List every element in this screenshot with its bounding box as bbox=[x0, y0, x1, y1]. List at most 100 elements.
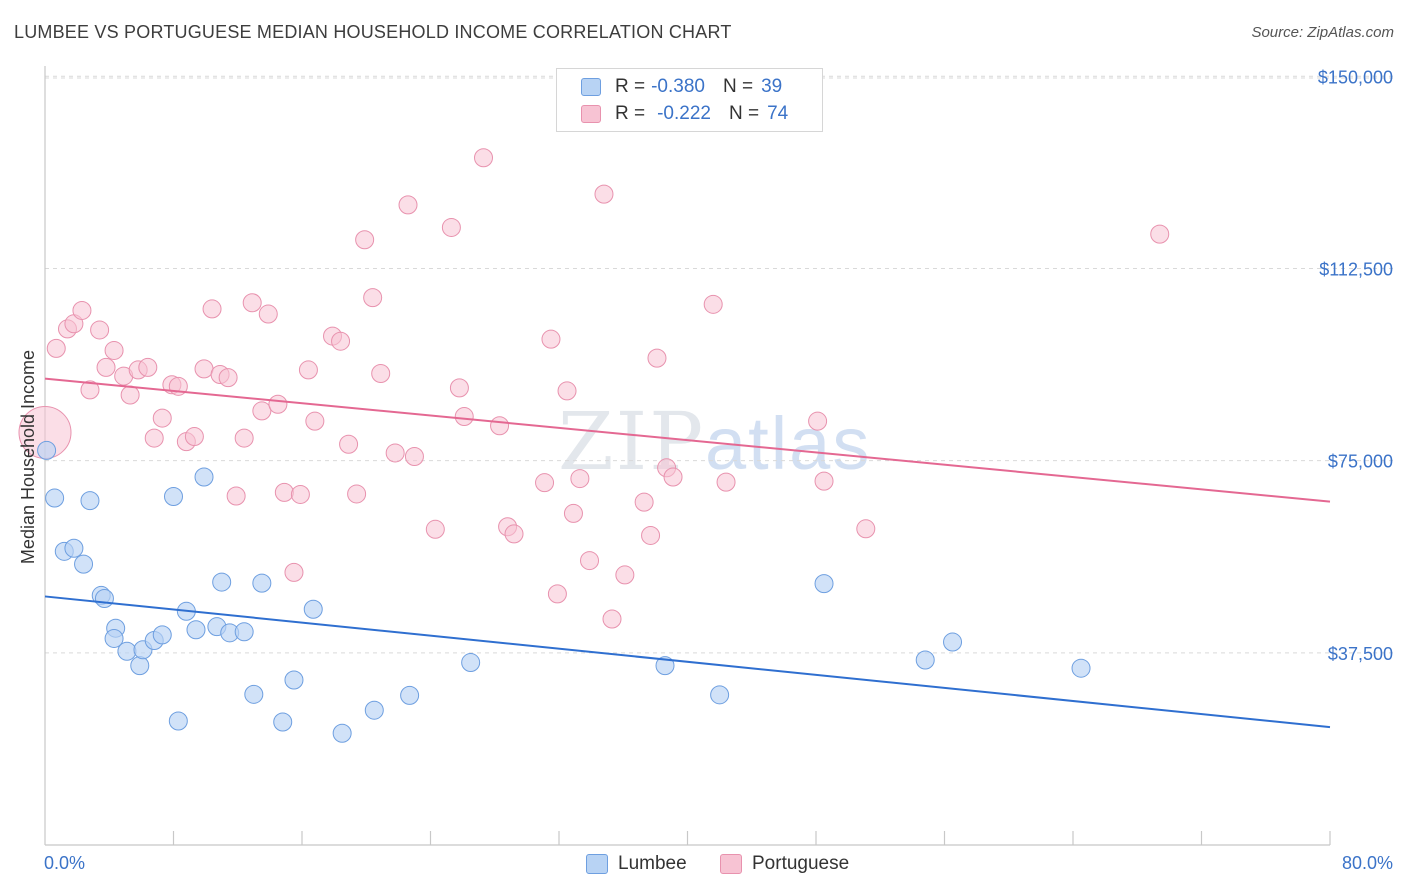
portuguese-point bbox=[90, 320, 110, 340]
portuguese-point bbox=[218, 368, 238, 388]
portuguese-point bbox=[184, 427, 204, 447]
portuguese-point bbox=[268, 394, 288, 414]
source-credit: Source: ZipAtlas.com bbox=[1251, 24, 1394, 41]
portuguese-point bbox=[541, 329, 561, 349]
lumbee-point bbox=[117, 641, 137, 661]
lumbee-swatch bbox=[581, 78, 601, 96]
portuguese-point bbox=[234, 428, 254, 448]
lumbee-point bbox=[284, 670, 304, 690]
x-tick-label-end: 80.0% bbox=[1342, 853, 1393, 873]
legend-n-label: N = bbox=[728, 103, 760, 124]
lumbee-point bbox=[332, 723, 352, 743]
portuguese-point bbox=[441, 217, 461, 237]
portuguese-point bbox=[602, 609, 622, 629]
portuguese-point bbox=[703, 294, 723, 314]
lumbee-point bbox=[152, 625, 172, 645]
portuguese-point bbox=[138, 357, 158, 377]
y-tick-labels: $37,500 $75,000 $112,500 $150,000 bbox=[1318, 67, 1393, 664]
legend-r-label: R = bbox=[615, 76, 646, 97]
lumbee-point bbox=[194, 467, 214, 487]
portuguese-point bbox=[290, 484, 310, 504]
trend-lines bbox=[44, 377, 1331, 729]
correlation-legend: R = -0.380 N = 39 R = -0.222 N = 74 bbox=[556, 68, 823, 132]
x-tick-labels: 0.0% 80.0% bbox=[44, 853, 1393, 873]
lumbee-point bbox=[252, 573, 272, 593]
portuguese-point bbox=[814, 471, 834, 491]
portuguese-point bbox=[194, 359, 214, 379]
portuguese-points bbox=[18, 148, 1170, 629]
portuguese-point bbox=[716, 472, 736, 492]
portuguese-point bbox=[1150, 224, 1170, 244]
lumbee-swatch bbox=[586, 854, 608, 874]
legend-r-label: R = bbox=[615, 103, 646, 124]
lumbee-point bbox=[45, 488, 65, 508]
legend-row-portuguese: R = -0.222 N = 74 bbox=[581, 102, 788, 126]
portuguese-point bbox=[96, 357, 116, 377]
portuguese-point bbox=[563, 503, 583, 523]
legend-r-value: -0.222 bbox=[657, 103, 711, 124]
portuguese-point bbox=[152, 408, 172, 428]
portuguese-point bbox=[580, 551, 600, 571]
legend-n-value: 74 bbox=[767, 103, 789, 124]
portuguese-point bbox=[80, 380, 100, 400]
portuguese-point bbox=[355, 230, 375, 250]
lumbee-point bbox=[80, 491, 100, 511]
portuguese-point bbox=[242, 293, 262, 313]
lumbee-point bbox=[130, 656, 150, 676]
lumbee-points bbox=[37, 440, 1091, 743]
portuguese-point bbox=[547, 584, 567, 604]
portuguese-point bbox=[298, 360, 318, 380]
y-tick-label: $150,000 bbox=[1318, 67, 1393, 87]
lumbee-point bbox=[186, 620, 206, 640]
legend-lumbee-label: Lumbee bbox=[618, 853, 687, 874]
y-tick-label: $37,500 bbox=[1328, 644, 1393, 664]
portuguese-point bbox=[258, 304, 278, 324]
portuguese-point bbox=[856, 519, 876, 539]
lumbee-trend-line bbox=[44, 595, 1331, 729]
portuguese-point bbox=[557, 381, 577, 401]
portuguese-swatch bbox=[581, 105, 601, 123]
legend-item-portuguese: Portuguese bbox=[720, 851, 849, 877]
x-tick-label-start: 0.0% bbox=[44, 853, 85, 873]
portuguese-point bbox=[570, 469, 590, 489]
portuguese-point bbox=[347, 484, 367, 504]
lumbee-point bbox=[461, 653, 481, 673]
portuguese-point bbox=[72, 300, 92, 320]
portuguese-point bbox=[641, 525, 661, 545]
legend-n-value: 39 bbox=[761, 76, 783, 97]
lumbee-point bbox=[94, 588, 114, 608]
portuguese-point bbox=[425, 519, 445, 539]
chart-title: LUMBEE VS PORTUGUESE MEDIAN HOUSEHOLD IN… bbox=[14, 22, 732, 42]
portuguese-point bbox=[535, 473, 555, 493]
portuguese-point bbox=[363, 288, 383, 308]
y-tick-label: $112,500 bbox=[1319, 259, 1393, 279]
portuguese-point bbox=[202, 299, 222, 319]
lumbee-point bbox=[915, 650, 935, 670]
portuguese-point bbox=[634, 492, 654, 512]
portuguese-point bbox=[46, 338, 66, 358]
lumbee-point bbox=[943, 632, 963, 652]
lumbee-point bbox=[74, 554, 94, 574]
portuguese-point bbox=[120, 385, 140, 405]
lumbee-point bbox=[104, 628, 124, 648]
portuguese-point bbox=[226, 486, 246, 506]
lumbee-point bbox=[234, 622, 254, 642]
legend-row-lumbee: R = -0.380 N = 39 bbox=[581, 75, 782, 99]
portuguese-point bbox=[404, 447, 424, 467]
portuguese-trend-line bbox=[44, 377, 1331, 503]
legend-r-value: -0.380 bbox=[651, 76, 705, 97]
portuguese-point bbox=[398, 195, 418, 215]
portuguese-point bbox=[331, 331, 351, 351]
lumbee-point bbox=[814, 574, 834, 594]
lumbee-point bbox=[400, 685, 420, 705]
portuguese-point bbox=[371, 364, 391, 383]
portuguese-point bbox=[144, 428, 164, 448]
lumbee-point bbox=[273, 712, 293, 732]
lumbee-point bbox=[244, 684, 264, 704]
lumbee-point bbox=[1071, 658, 1091, 678]
lumbee-point bbox=[364, 700, 384, 720]
portuguese-point bbox=[385, 443, 405, 463]
portuguese-point bbox=[274, 482, 294, 502]
portuguese-point bbox=[104, 340, 124, 360]
